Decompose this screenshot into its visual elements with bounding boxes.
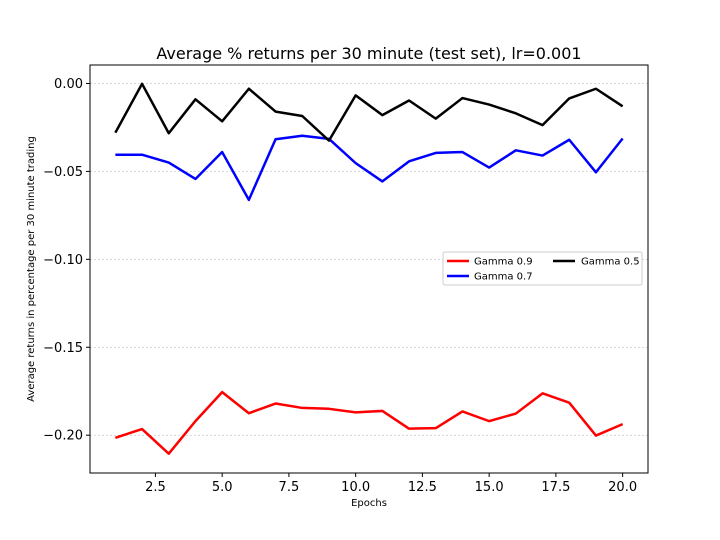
x-tick-label: 2.5 xyxy=(145,480,166,495)
x-axis-ticks: 2.5 5.0 7.5 10.0 12.5 15.0 17.5 20.0 xyxy=(145,473,637,495)
y-tick-label: −0.15 xyxy=(43,341,83,356)
y-tick-label: −0.10 xyxy=(43,253,83,268)
x-tick-label: 5.0 xyxy=(212,480,233,495)
legend-label-gamma-0.5: Gamma 0.5 xyxy=(581,257,640,268)
x-axis-title: Epochs xyxy=(351,498,387,509)
legend-box xyxy=(442,251,643,286)
y-tick-label: −0.20 xyxy=(43,429,83,444)
series-line-gamma-0.5 xyxy=(114,82,624,142)
x-tick-label: 15.0 xyxy=(475,480,504,495)
y-axis-title: Average returns in percentage per 30 min… xyxy=(26,136,37,402)
x-tick-label: 12.5 xyxy=(408,480,437,495)
legend-label-gamma-0.7: Gamma 0.7 xyxy=(474,272,533,283)
y-tick-label: −0.05 xyxy=(43,165,83,180)
x-tick-label: 17.5 xyxy=(541,480,570,495)
series-line-gamma-0.9 xyxy=(114,390,624,455)
legend-label-gamma-0.9: Gamma 0.9 xyxy=(474,257,533,268)
chart-title: Average % returns per 30 minute (test se… xyxy=(156,44,581,63)
x-tick-label: 10.0 xyxy=(341,480,370,495)
x-tick-label: 20.0 xyxy=(608,480,637,495)
y-tick-label: 0.00 xyxy=(54,77,83,92)
y-axis-ticks: 0.00 −0.05 −0.10 −0.15 −0.20 xyxy=(43,77,90,444)
legend: Gamma 0.9 Gamma 0.7 Gamma 0.5 xyxy=(442,251,643,286)
series-lines xyxy=(114,82,624,455)
series-line-gamma-0.7 xyxy=(115,134,624,202)
plot-frame xyxy=(89,64,649,474)
x-tick-label: 7.5 xyxy=(279,480,300,495)
